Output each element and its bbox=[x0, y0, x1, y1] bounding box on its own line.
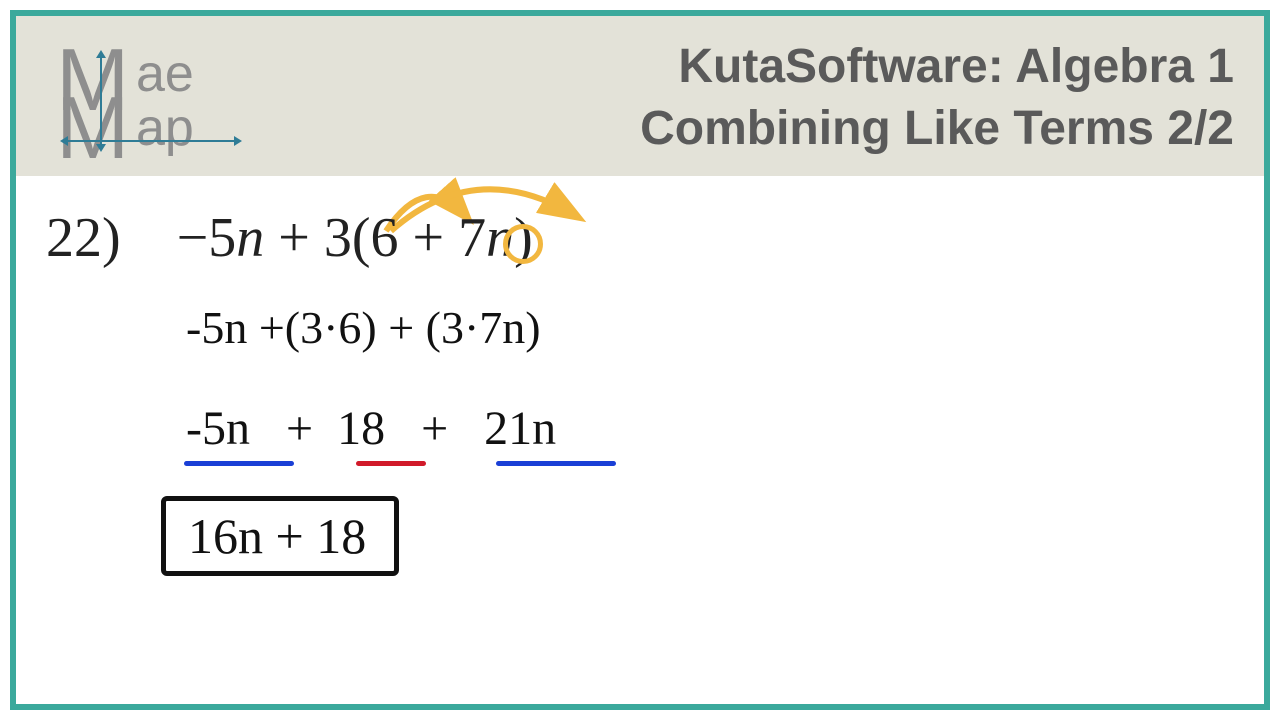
plus-1: + bbox=[286, 402, 313, 455]
underline-21n bbox=[496, 461, 616, 466]
seven: 7 bbox=[444, 207, 486, 269]
circled-plus-annotation bbox=[503, 224, 543, 264]
underline-neg5n bbox=[184, 461, 294, 466]
whiteboard-content: 22) −5n + 3(6 + 7n) -5n +(3·6) + (3·7n) … bbox=[16, 176, 1264, 704]
logo-letter-m2: M bbox=[56, 84, 129, 172]
term-18: 18 bbox=[337, 402, 385, 455]
title-line-1: KutaSoftware: Algebra 1 bbox=[326, 36, 1234, 98]
final-answer: 16n + 18 bbox=[188, 508, 366, 564]
problem-number: 22) bbox=[46, 207, 121, 269]
thumbnail-frame: M ae M ap KutaSoftware: Algebra 1 Combin… bbox=[10, 10, 1270, 710]
step-distribute: -5n +(3·6) + (3·7n) bbox=[186, 301, 541, 354]
plus-2: + bbox=[421, 402, 448, 455]
title-line-2: Combining Like Terms 2/2 bbox=[326, 98, 1234, 160]
title-area: KutaSoftware: Algebra 1 Combining Like T… bbox=[316, 16, 1264, 176]
logo-arrow-vertical bbox=[100, 56, 102, 146]
final-answer-box: 16n + 18 bbox=[161, 496, 399, 576]
underline-18 bbox=[356, 461, 426, 466]
plus-3-open: + 3(6 bbox=[264, 207, 412, 269]
var-n-1: n bbox=[236, 207, 264, 269]
logo-area: M ae M ap bbox=[16, 16, 316, 176]
term-neg5n: -5n bbox=[186, 402, 250, 455]
plus-inside: + bbox=[412, 207, 444, 269]
term-21n: 21n bbox=[484, 402, 556, 455]
logo-letters-ap: ap bbox=[136, 98, 194, 158]
term-neg5: −5 bbox=[177, 207, 237, 269]
maemap-logo: M ae M ap bbox=[56, 36, 276, 156]
logo-arrow-horizontal bbox=[66, 140, 236, 142]
header: M ae M ap KutaSoftware: Algebra 1 Combin… bbox=[16, 16, 1264, 176]
step-simplify: -5n + 18 + 21n bbox=[186, 401, 556, 456]
problem-expression: 22) −5n + 3(6 + 7n) bbox=[46, 206, 533, 270]
logo-letters-ae: ae bbox=[136, 44, 194, 104]
